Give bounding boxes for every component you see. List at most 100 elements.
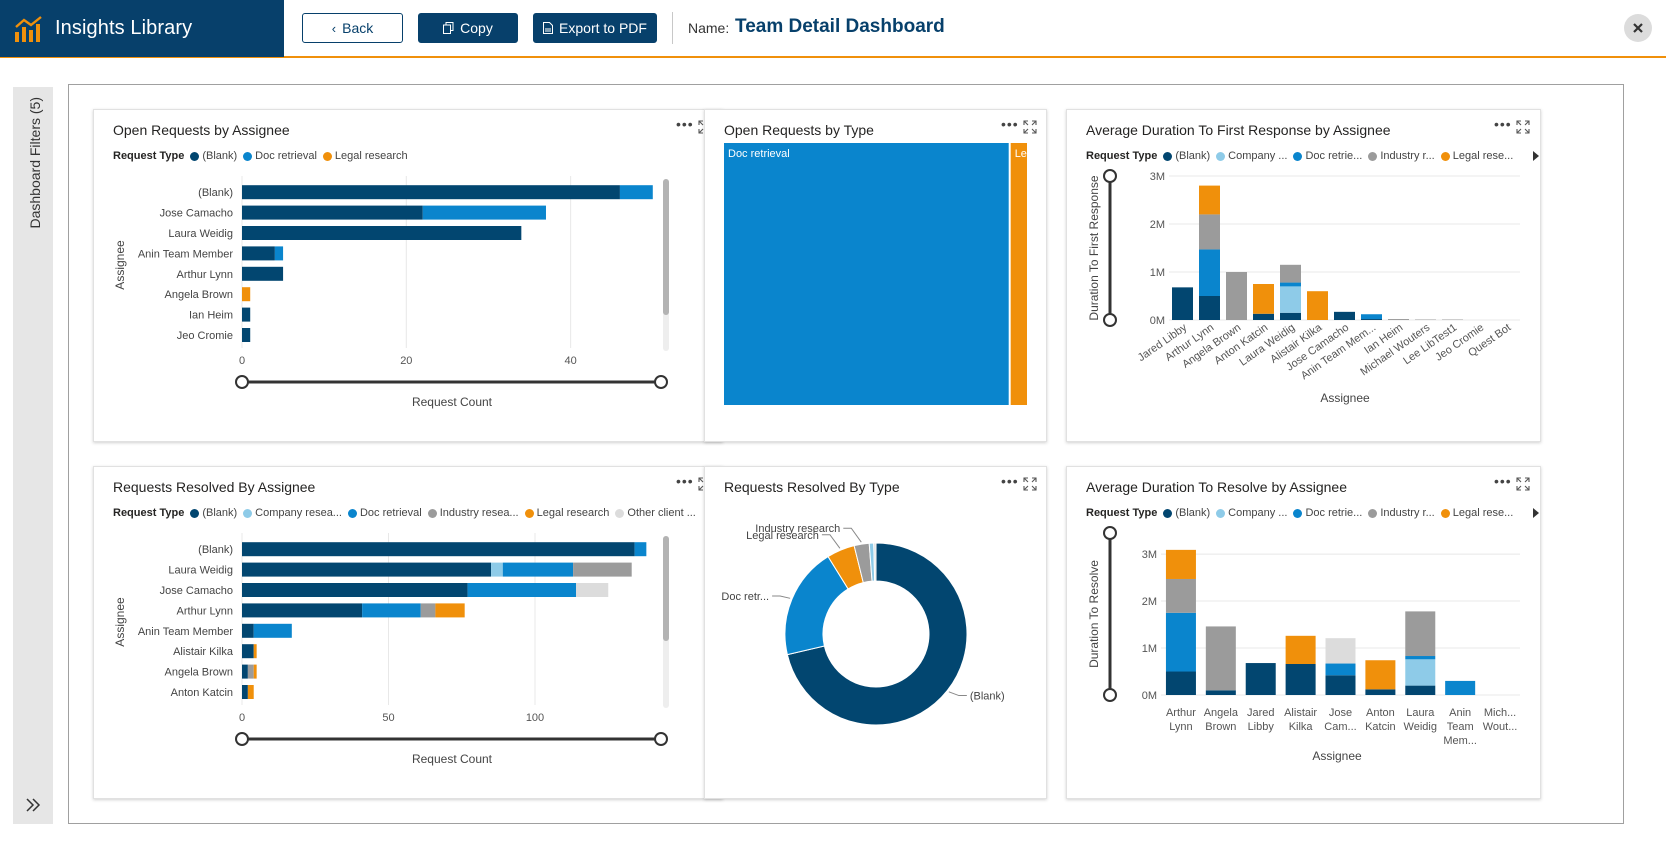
bar-segment[interactable] (420, 603, 436, 618)
y-zoom-slider-handle-bottom[interactable] (1103, 313, 1117, 327)
legend-item-legal[interactable]: Legal research (524, 507, 609, 519)
bar-segment[interactable] (1405, 656, 1436, 660)
focus-mode-icon[interactable] (1516, 120, 1530, 134)
chart-resolved-by-assignee[interactable]: (Blank) Laura Weidig Jose Camacho Arthur Ly… (94, 467, 724, 800)
bar-segment[interactable] (1285, 635, 1316, 664)
bar-segment[interactable] (1388, 319, 1409, 320)
focus-mode-icon[interactable] (1023, 120, 1037, 134)
chart-resolved-by-type[interactable]: (Blank) Doc retr... Legal researchIndustry… (705, 467, 1048, 800)
zoom-slider-handle-end[interactable] (654, 732, 668, 746)
bar-segment[interactable] (1245, 663, 1276, 695)
more-options-icon[interactable]: ••• (1494, 473, 1512, 489)
bar-segment[interactable] (1285, 664, 1316, 695)
scrollbar-thumb[interactable] (663, 179, 669, 315)
legend-item-company[interactable]: Company ... (1216, 507, 1287, 519)
card-resolved-by-assignee[interactable]: Requests Resolved By Assignee ••• Reques… (93, 466, 723, 799)
legend-item-other-client[interactable]: Other client ... (615, 507, 696, 519)
donut-slice[interactable] (873, 542, 877, 582)
expand-filters-button[interactable] (13, 786, 53, 824)
treemap-tile[interactable] (1010, 143, 1027, 405)
bar-segment[interactable] (242, 542, 635, 557)
bar-segment[interactable] (1334, 311, 1355, 320)
card-first-response-by-assignee[interactable]: Average Duration To First Response by As… (1066, 109, 1541, 442)
bar-segment[interactable] (422, 205, 546, 220)
scrollbar-thumb[interactable] (663, 536, 669, 641)
bar-segment[interactable] (619, 185, 653, 200)
legend-item-blank[interactable]: (Blank) (190, 507, 237, 519)
legend-item-industry[interactable]: Industry r... (1368, 507, 1435, 519)
more-options-icon[interactable]: ••• (1001, 116, 1019, 132)
bar-segment[interactable] (1280, 264, 1301, 283)
card-open-requests-by-assignee[interactable]: Open Requests by Assignee ••• Request Ty… (93, 109, 723, 442)
bar-segment[interactable] (253, 644, 257, 659)
bar-segment[interactable] (1405, 685, 1436, 695)
legend-item-blank[interactable]: (Blank) (190, 150, 237, 162)
bar-segment[interactable] (242, 328, 251, 342)
bar-segment[interactable] (502, 562, 574, 577)
bar-segment[interactable] (1199, 214, 1220, 250)
bar-segment[interactable] (573, 562, 632, 577)
bar-segment[interactable] (242, 603, 363, 618)
legend-next-arrow-icon[interactable] (1531, 151, 1541, 161)
legend-item-company[interactable]: Company resea... (243, 507, 342, 519)
y-zoom-slider-handle-top[interactable] (1103, 526, 1117, 540)
close-button[interactable] (1624, 14, 1652, 42)
bar-segment[interactable] (1199, 249, 1220, 296)
dashboard-filters-panel[interactable]: Dashboard Filters (5) (13, 87, 53, 824)
chart-resolve-duration-by-assignee[interactable]: 0M 1M 2M 3M Arthur Lynn Angela Brown Jared Libby… (1067, 467, 1542, 800)
copy-button[interactable]: Copy (418, 13, 518, 43)
bar-segment[interactable] (1165, 612, 1196, 672)
bar-segment[interactable] (1205, 690, 1236, 695)
bar-segment[interactable] (576, 583, 609, 597)
bar-segment[interactable] (1172, 287, 1193, 320)
bar-segment[interactable] (1365, 660, 1396, 690)
bar-segment[interactable] (435, 603, 465, 618)
legend-item-industry[interactable]: Industry resea... (427, 507, 519, 519)
bar-segment[interactable] (247, 685, 254, 699)
bar-segment[interactable] (1445, 680, 1476, 695)
legend-item-legal[interactable]: Legal rese... (1440, 150, 1513, 162)
bar-segment[interactable] (274, 246, 284, 261)
bar-segment[interactable] (242, 185, 620, 200)
bar-segment[interactable] (242, 266, 284, 281)
bar-segment[interactable] (1199, 185, 1220, 215)
bar-segment[interactable] (253, 623, 292, 638)
bar-segment[interactable] (1365, 689, 1396, 695)
bar-segment[interactable] (1165, 671, 1196, 695)
legend-item-legal-research[interactable]: Legal research (322, 150, 408, 162)
bar-segment[interactable] (242, 307, 251, 322)
bar-segment[interactable] (1165, 549, 1196, 579)
bar-segment[interactable] (242, 623, 254, 638)
card-resolved-by-type[interactable]: Requests Resolved By Type ••• (Blank) Doc… (704, 466, 1047, 799)
legend-item-blank[interactable]: (Blank) (1163, 507, 1210, 519)
dashboard-filters-label[interactable]: Dashboard Filters (5) (27, 97, 43, 229)
legend-item-industry[interactable]: Industry r... (1368, 150, 1435, 162)
bar-segment[interactable] (1307, 291, 1328, 320)
legend-next-arrow-icon[interactable] (1531, 508, 1541, 518)
legend-item-company[interactable]: Company ... (1216, 150, 1287, 162)
focus-mode-icon[interactable] (1516, 477, 1530, 491)
zoom-slider-handle-start[interactable] (235, 375, 249, 389)
bar-segment[interactable] (1361, 314, 1382, 320)
bar-segment[interactable] (1325, 675, 1356, 695)
bar-segment[interactable] (362, 603, 421, 618)
bar-segment[interactable] (242, 287, 251, 302)
legend-item-doc-retrieval[interactable]: Doc retrieval (347, 507, 422, 519)
bar-segment[interactable] (1405, 659, 1436, 686)
chart-open-requests-by-assignee[interactable]: (Blank) Jose Camacho Laura Weidig Anin Team… (94, 110, 724, 443)
card-resolve-duration-by-assignee[interactable]: Average Duration To Resolve by Assignee … (1066, 466, 1541, 799)
bar-segment[interactable] (1325, 638, 1356, 664)
bar-segment[interactable] (467, 583, 577, 597)
more-options-icon[interactable]: ••• (676, 116, 694, 132)
zoom-slider-handle-start[interactable] (235, 732, 249, 746)
bar-segment[interactable] (1205, 626, 1236, 691)
legend-item-legal[interactable]: Legal rese... (1440, 507, 1513, 519)
focus-mode-icon[interactable] (1023, 477, 1037, 491)
bar-segment[interactable] (242, 205, 423, 220)
bar-segment[interactable] (1280, 282, 1301, 287)
zoom-slider-handle-end[interactable] (654, 375, 668, 389)
bar-segment[interactable] (242, 246, 275, 261)
chart-open-requests-by-type[interactable]: Doc retrieval Le... (705, 110, 1048, 443)
bar-segment[interactable] (1226, 272, 1247, 320)
bar-segment[interactable] (1361, 319, 1382, 320)
